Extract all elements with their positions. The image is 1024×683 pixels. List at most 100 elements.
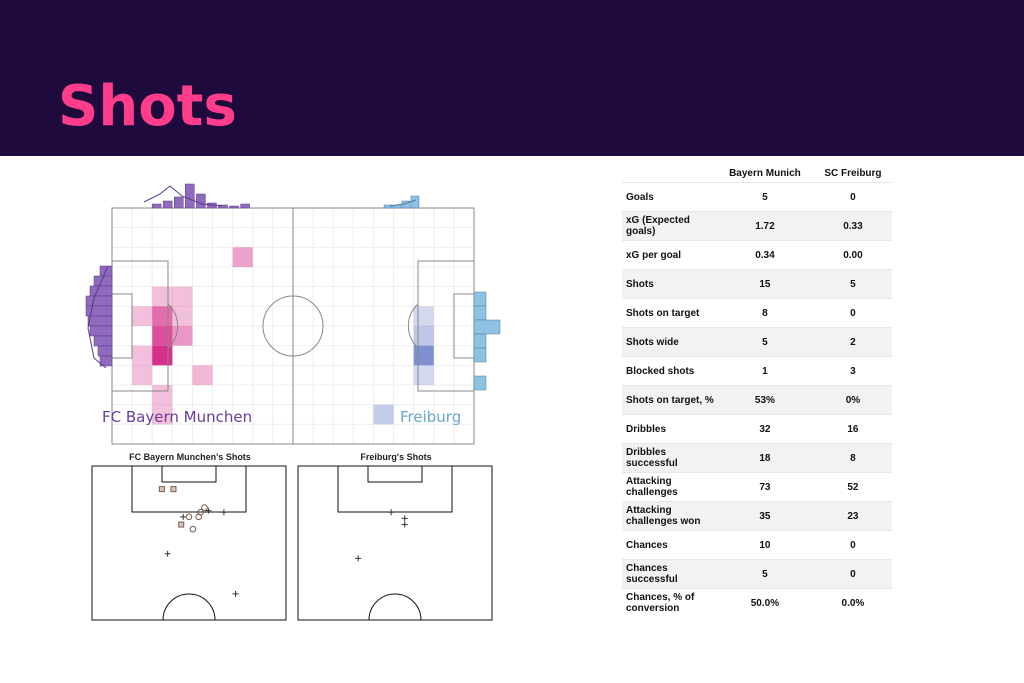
stat-label: Blocked shots — [622, 356, 716, 386]
shot-marker — [401, 521, 408, 528]
away-right-hist-bar — [473, 319, 501, 335]
stats-header-row: Bayern Munich SC Freiburg — [622, 164, 892, 183]
stats-row: Chances successful 5 0 — [622, 559, 892, 589]
stat-value: 5 — [716, 559, 814, 589]
stat-value: 0.34 — [716, 240, 814, 270]
shot-marker — [201, 504, 208, 511]
home-team-label: FC Bayern Munchen — [102, 408, 253, 426]
stat-value: 23 — [813, 501, 892, 531]
shot-marker — [355, 555, 362, 562]
stats-header-team: SC Freiburg — [824, 167, 882, 179]
stat-label: Shots wide — [622, 327, 716, 357]
header-banner: Shots — [0, 0, 1024, 156]
shot-marker — [158, 486, 165, 493]
stat-value: 0.0% — [813, 588, 892, 617]
home-heat-cell — [152, 404, 173, 425]
home-heat-cell — [152, 306, 173, 326]
home-left-hist-bar — [85, 305, 113, 317]
shotmap-six-yard-box — [161, 465, 217, 483]
stats-row: xG (Expected goals) 1.72 0.33 — [622, 211, 892, 241]
shot-marker — [401, 515, 408, 522]
away-right-hist-bar — [473, 291, 487, 307]
shotmap-outline — [91, 465, 287, 621]
stat-label: Shots on target — [622, 298, 716, 328]
stat-label: Dribbles — [622, 414, 716, 444]
left-penalty-arc — [167, 303, 179, 349]
stat-label: Chances successful — [622, 559, 716, 589]
home-left-hist-bar — [93, 335, 113, 347]
stat-value: 0% — [813, 385, 892, 415]
stat-label: Attacking challenges won — [622, 501, 716, 531]
home-left-hist-bar — [97, 345, 113, 357]
away-heat-cell — [413, 365, 434, 385]
away-right-hist-bar — [473, 347, 487, 363]
home-heat-cell — [152, 326, 173, 346]
shot-marker — [205, 507, 212, 514]
stat-value: 8 — [716, 298, 814, 328]
stat-label: Chances — [622, 530, 716, 560]
stat-value: 73 — [716, 472, 814, 502]
stats-row: Blocked shots 1 3 — [622, 356, 892, 386]
home-top-hist-bar — [151, 203, 162, 209]
stats-row: Chances, % of conversion 50.0% 0.0% — [622, 588, 892, 617]
stat-value: 3 — [813, 356, 892, 386]
shot-marker — [170, 486, 177, 493]
right-penalty-arc — [407, 303, 419, 349]
shot-marker — [220, 509, 227, 516]
shot-heatmap-pitch — [85, 183, 501, 445]
stats-row: Shots on target 8 0 — [622, 298, 892, 328]
stat-value: 2 — [813, 327, 892, 357]
home-top-hist-bar — [196, 193, 206, 209]
home-heat-cell — [232, 247, 253, 267]
shot-marker — [180, 513, 187, 520]
stat-value: 53% — [716, 385, 814, 415]
stat-value: 16 — [813, 414, 892, 444]
stat-value: 52 — [813, 472, 892, 502]
home-top-hist-bar — [229, 205, 239, 209]
home-top-hist-bar — [162, 200, 173, 209]
stats-row: Attacking challenges won 35 23 — [622, 501, 892, 531]
away-right-hist-bar — [473, 305, 487, 321]
away-top-hist-bar — [410, 195, 420, 209]
shot-marker — [195, 513, 202, 521]
shotmap-outline — [297, 465, 493, 621]
stats-row: xG per goal 0.34 0.00 — [622, 240, 892, 270]
away-top-hist-bar — [383, 204, 393, 209]
stat-value: 15 — [716, 269, 814, 299]
page-title: Shots — [58, 74, 237, 139]
home-top-hist-bar — [185, 183, 195, 209]
stat-value: 18 — [716, 443, 814, 473]
home-left-hist-bar — [89, 285, 113, 297]
centre-circle — [262, 295, 324, 357]
stat-value: 1 — [716, 356, 814, 386]
away-top-kde — [389, 199, 417, 207]
stats-row: Goals 5 0 — [622, 182, 892, 212]
shotmap-six-yard-box — [367, 465, 423, 483]
home-heat-cell — [152, 286, 173, 307]
shot-marker — [178, 521, 185, 528]
away-right-hist-bar — [473, 333, 487, 349]
away-heat-cell — [373, 404, 394, 425]
stat-value: 1.72 — [716, 211, 814, 241]
stat-label: Chances, % of conversion — [622, 588, 716, 617]
stat-label: xG per goal — [622, 240, 716, 270]
stats-table: Bayern Munich SC Freiburg Goals 5 0 xG (Expe… — [622, 164, 892, 617]
stat-value: 0 — [813, 559, 892, 589]
shot-maps — [91, 465, 493, 621]
stats-header-blank — [622, 164, 716, 183]
home-left-hist-bar — [99, 355, 113, 367]
stat-value: 5 — [716, 327, 814, 357]
stats-header-team: Bayern Munich — [729, 167, 801, 179]
home-top-hist-bar — [218, 204, 228, 209]
stat-label: Goals — [622, 182, 716, 212]
home-left-kde — [87, 265, 109, 369]
home-heat-cell — [132, 365, 153, 385]
shotmap-penalty-box — [337, 465, 453, 513]
shotmap-centre-arc — [368, 593, 422, 621]
stat-value: 5 — [716, 182, 814, 212]
stat-value: 0 — [813, 298, 892, 328]
stats-row: Shots wide 5 2 — [622, 327, 892, 357]
home-heat-cell — [172, 286, 193, 307]
away-heat-cell — [413, 345, 434, 366]
stat-value: 0.33 — [813, 211, 892, 241]
